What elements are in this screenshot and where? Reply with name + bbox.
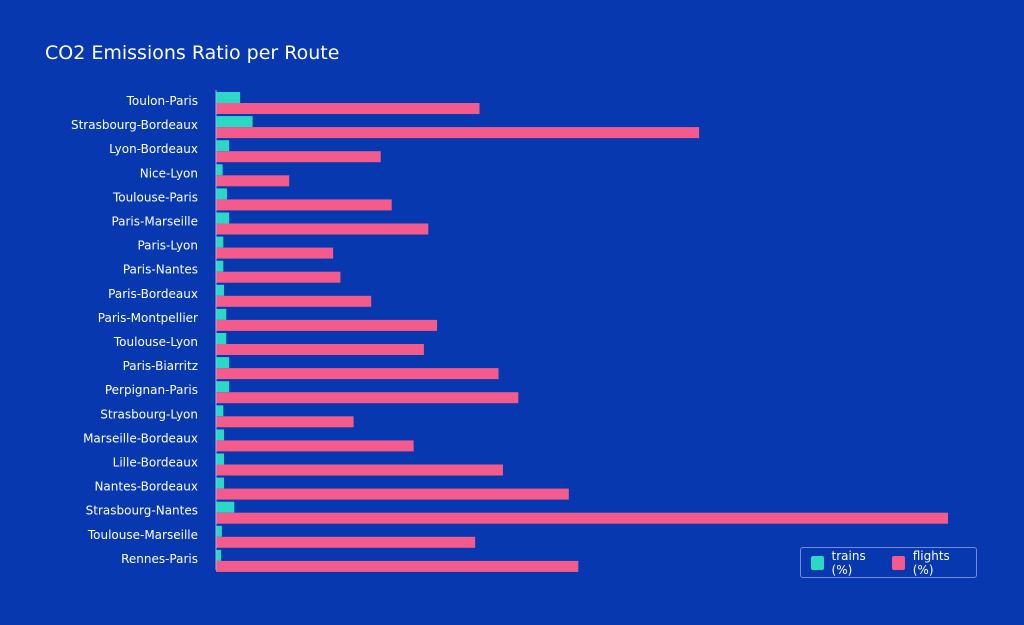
bar-trains-marseille-bordeaux[interactable] (216, 429, 225, 441)
bar-trains-strasbourg-lyon[interactable] (216, 405, 224, 417)
bar-flights-paris-biarritz[interactable] (216, 368, 499, 380)
category-label: Lille-Bordeaux (113, 456, 198, 470)
bar-trains-strasbourg-nantes[interactable] (216, 501, 235, 513)
bar-flights-perpignan-paris[interactable] (216, 392, 519, 404)
bar-flights-lyon-bordeaux[interactable] (216, 151, 381, 163)
bar-flights-paris-montpellier[interactable] (216, 319, 438, 331)
legend-label-flights: flights (%) (912, 548, 950, 577)
bar-trains-toulouse-lyon[interactable] (216, 333, 227, 344)
legend-label-trains: trains (%) (831, 548, 866, 577)
category-label: Nantes-Bordeaux (94, 480, 198, 494)
bar-trains-lyon-bordeaux[interactable] (216, 140, 230, 152)
category-label: Lyon-Bordeaux (109, 142, 198, 156)
bar-flights-toulouse-marseille[interactable] (216, 536, 476, 548)
category-labels: Toulon-Paris Strasbourg-Bordeaux Lyon-Bord… (71, 94, 198, 566)
bar-flights-toulouse-paris[interactable] (216, 199, 392, 211)
bar-trains-paris-marseille[interactable] (216, 212, 230, 224)
bar-trains-strasbourg-bordeaux[interactable] (216, 116, 253, 128)
category-label: Paris-Marseille (111, 215, 198, 229)
bar-trains-paris-bordeaux[interactable] (216, 284, 225, 296)
bar-trains-perpignan-paris[interactable] (216, 381, 230, 393)
bar-trains-nice-lyon[interactable] (216, 164, 223, 176)
bar-flights-paris-marseille[interactable] (216, 223, 429, 235)
bars-layer (216, 92, 948, 572)
category-label: Marseille-Bordeaux (83, 431, 198, 445)
legend: trains (%) flights (%) (800, 547, 977, 578)
bar-trains-paris-montpellier[interactable] (216, 308, 227, 320)
category-label: Toulouse-Paris (112, 190, 198, 204)
bar-flights-nantes-bordeaux[interactable] (216, 488, 569, 500)
trains-swatch (811, 555, 824, 570)
category-label: Paris-Biarritz (123, 359, 198, 373)
bar-flights-toulouse-lyon[interactable] (216, 344, 424, 355)
category-label: Toulon-Paris (126, 94, 198, 108)
bar-flights-strasbourg-lyon[interactable] (216, 416, 354, 428)
bar-trains-paris-biarritz[interactable] (216, 357, 230, 369)
category-label: Paris-Lyon (137, 239, 198, 253)
category-label: Strasbourg-Nantes (86, 504, 198, 518)
legend-item-flights[interactable]: flights (%) (892, 549, 968, 577)
bar-flights-paris-nantes[interactable] (216, 271, 341, 283)
legend-item-trains[interactable]: trains (%) (811, 549, 884, 577)
bar-flights-rennes-paris[interactable] (216, 560, 579, 572)
bar-flights-strasbourg-nantes[interactable] (216, 512, 948, 524)
bar-trains-toulouse-marseille[interactable] (216, 525, 222, 537)
category-label: Perpignan-Paris (105, 383, 198, 397)
bar-flights-paris-lyon[interactable] (216, 247, 334, 259)
category-label: Paris-Montpellier (98, 311, 198, 325)
chart-title: CO2 Emissions Ratio per Route (45, 42, 340, 64)
category-label: Toulouse-Lyon (113, 335, 198, 349)
bar-trains-toulon-paris[interactable] (216, 92, 241, 103)
bar-trains-paris-nantes[interactable] (216, 260, 224, 272)
bar-trains-toulouse-paris[interactable] (216, 188, 227, 200)
bar-flights-strasbourg-bordeaux[interactable] (216, 127, 700, 139)
bar-flights-lille-bordeaux[interactable] (216, 464, 503, 476)
category-label: Strasbourg-Bordeaux (71, 118, 198, 132)
category-label: Strasbourg-Lyon (100, 407, 198, 421)
category-label: Paris-Nantes (123, 263, 198, 277)
bar-flights-paris-bordeaux[interactable] (216, 295, 372, 307)
category-label: Paris-Bordeaux (108, 287, 198, 301)
bar-flights-nice-lyon[interactable] (216, 175, 290, 187)
flights-swatch (892, 555, 905, 570)
bar-trains-paris-lyon[interactable] (216, 236, 224, 248)
category-label: Nice-Lyon (140, 166, 198, 180)
category-label: Toulouse-Marseille (87, 528, 198, 542)
bar-trains-rennes-paris[interactable] (216, 549, 222, 561)
bar-flights-marseille-bordeaux[interactable] (216, 440, 414, 452)
category-label: Rennes-Paris (121, 552, 198, 566)
bar-trains-lille-bordeaux[interactable] (216, 453, 225, 465)
bar-trains-nantes-bordeaux[interactable] (216, 477, 225, 489)
bar-flights-toulon-paris[interactable] (216, 103, 480, 114)
